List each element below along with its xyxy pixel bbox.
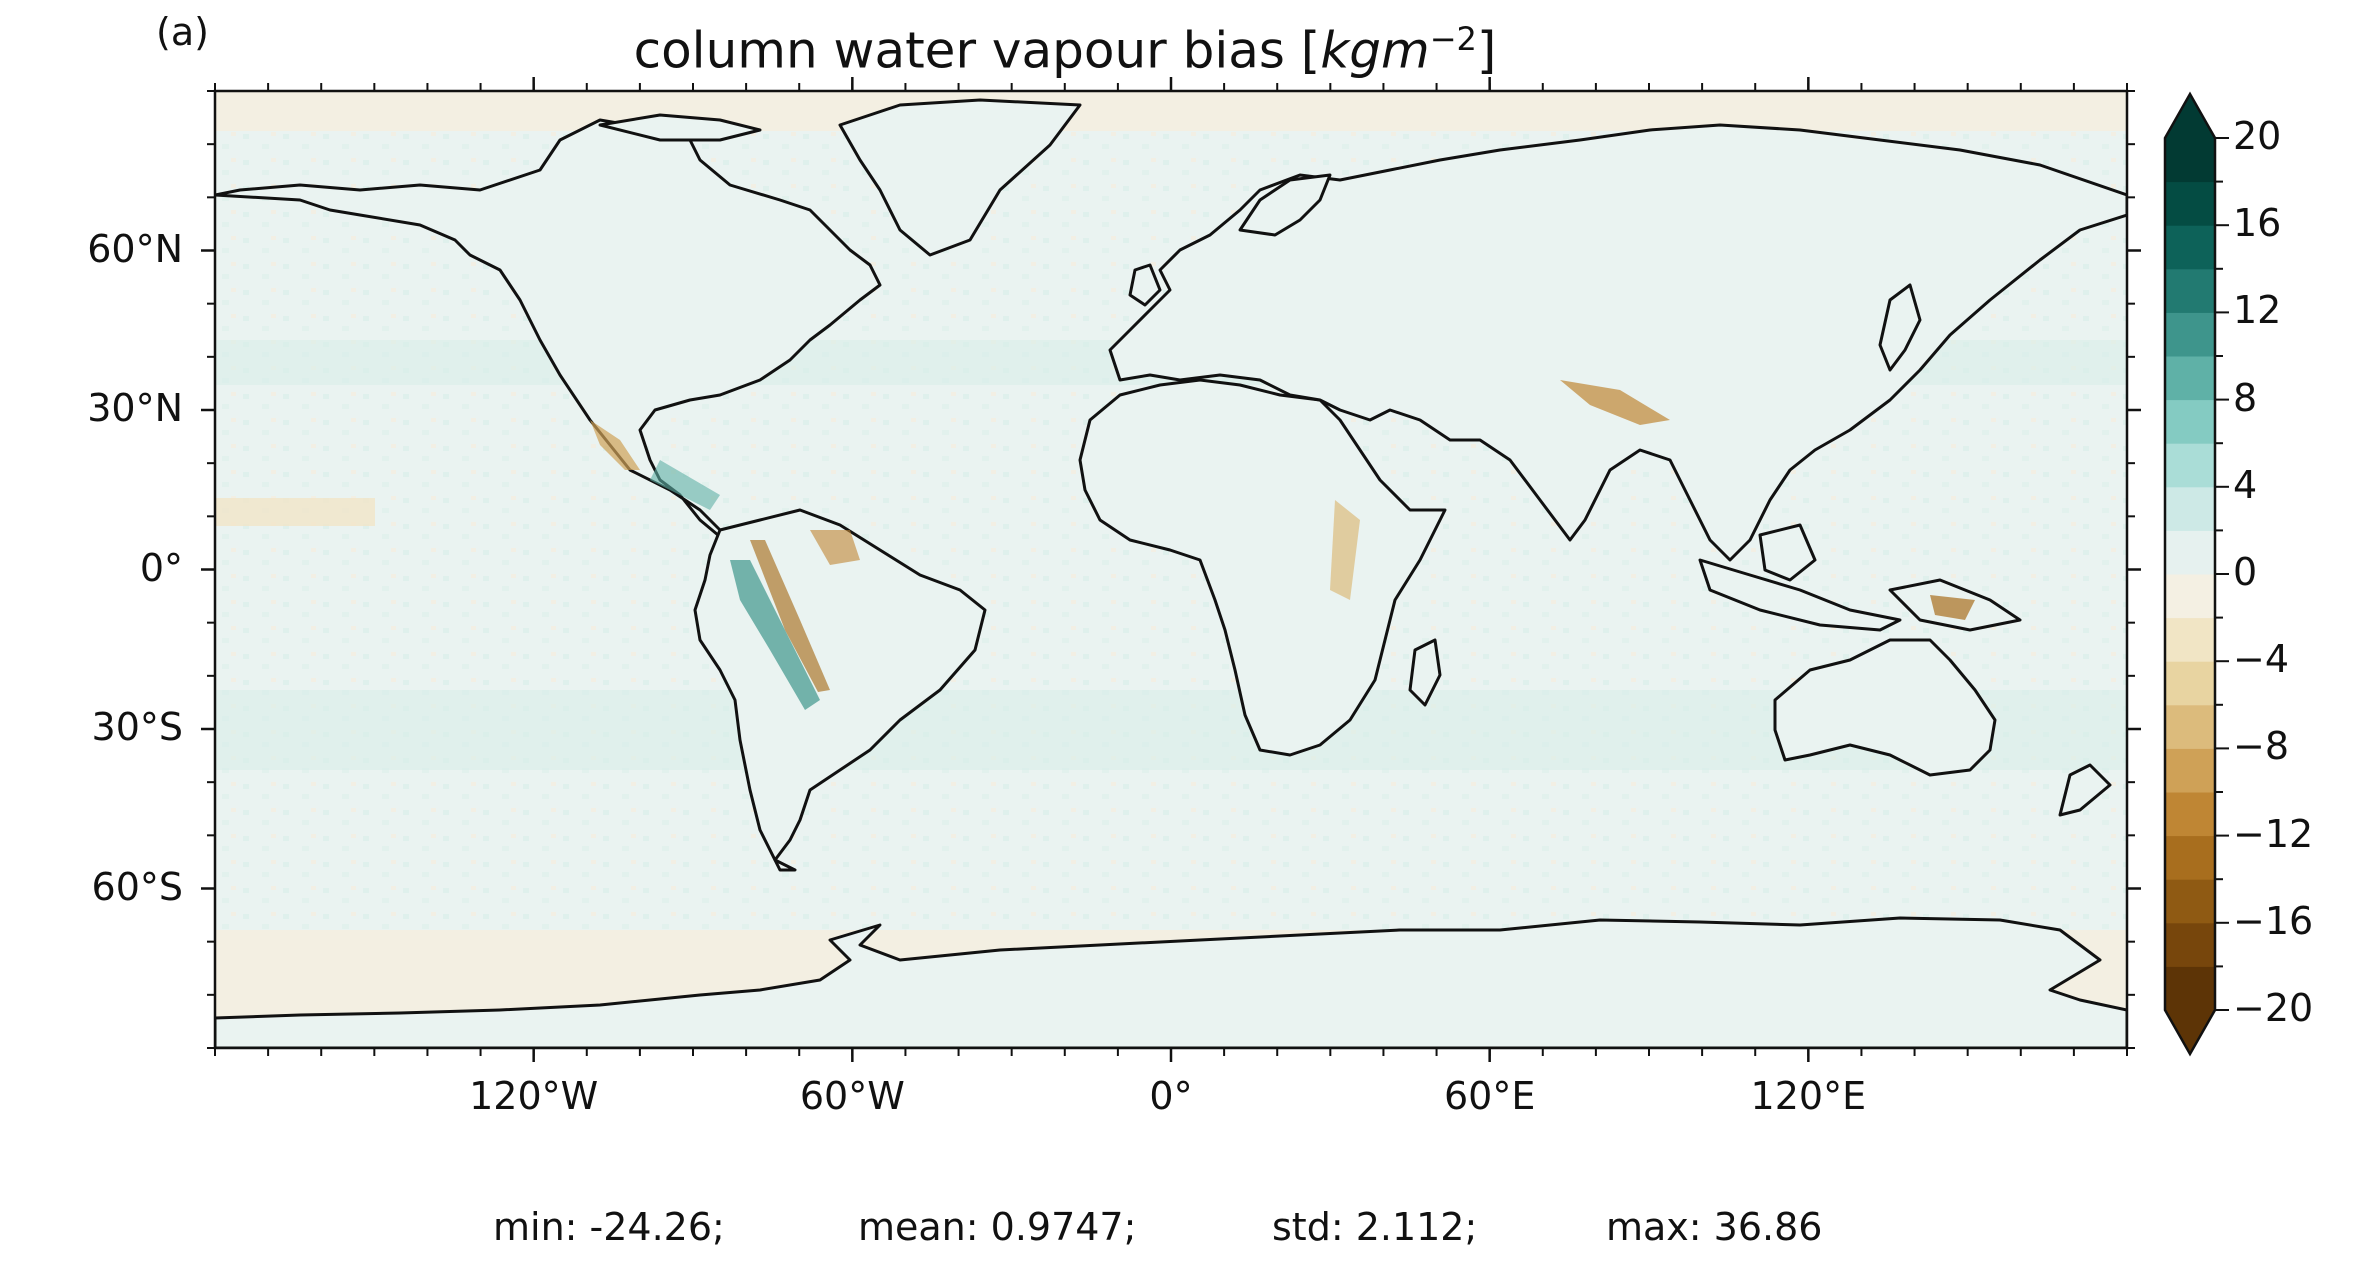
colorbar-segment <box>2165 922 2215 967</box>
colorbar-tick-label: 16 <box>2233 201 2282 246</box>
lat-tick-label: 30°S <box>91 705 183 749</box>
lat-tick-label: 60°S <box>91 864 183 909</box>
colorbar-extend-min <box>2165 1010 2215 1054</box>
colorbar-extend-max <box>2165 94 2215 138</box>
colorbar-segment <box>2165 530 2215 575</box>
colorbar-segment <box>2165 748 2215 793</box>
eurasia <box>1108 123 2127 562</box>
colorbar-segment <box>2165 574 2215 619</box>
colorbar-segment <box>2165 443 2215 488</box>
north-america <box>215 118 882 547</box>
australia <box>1773 638 1997 777</box>
new-zealand <box>2058 763 2112 817</box>
colorbar-segment <box>2165 268 2215 313</box>
canadian-archipelago <box>598 113 762 142</box>
title-text: column water vapour bias [ <box>633 21 1321 80</box>
colorbar-tick-label: 4 <box>2233 462 2258 507</box>
colorbar-segment <box>2165 225 2215 270</box>
colorbar-segment <box>2165 356 2215 401</box>
colorbar-tick-label: −20 <box>2233 986 2314 1030</box>
map-area <box>215 91 2127 1048</box>
east-africa-dry <box>1330 500 1360 600</box>
andes-dry <box>750 540 830 692</box>
lon-tick-label: 60°W <box>799 1074 905 1118</box>
colorbar <box>2163 91 2229 1057</box>
colorbar-segment <box>2165 138 2215 183</box>
new-guinea-dry <box>1930 595 1975 620</box>
lat-tick-label: 60°N <box>87 226 183 271</box>
colorbar-tick-label: −16 <box>2233 898 2314 943</box>
title-unit: kgm <box>1320 21 1430 80</box>
lat-tick-label: 30°N <box>87 386 183 430</box>
arctic-band <box>215 91 2127 131</box>
antarctica <box>215 916 2127 1048</box>
map-title: column water vapour bias [kgm−2] <box>0 20 2130 80</box>
colorbar-segment <box>2165 704 2215 749</box>
borneo <box>1758 523 1817 582</box>
colorbar-tick-label: 12 <box>2233 288 2282 333</box>
colorbar-segment <box>2165 486 2215 531</box>
colorbar-segment <box>2165 399 2215 444</box>
colorbar-segment <box>2165 181 2215 226</box>
himalaya-dry <box>1560 380 1670 425</box>
stat-max: max: 36.86 <box>1606 1205 1823 1249</box>
mexico-dry <box>590 420 640 470</box>
greenland <box>838 98 1082 257</box>
map-ticks <box>201 77 2141 1062</box>
colorbar-tick-label: 0 <box>2233 550 2258 594</box>
panel-label: (a) <box>156 10 209 54</box>
pacific-itcz-band <box>215 498 375 526</box>
lon-tick-label: 0° <box>1149 1074 1193 1118</box>
stat-std: std: 2.112; <box>1272 1205 1478 1249</box>
africa <box>1078 378 1447 757</box>
colorbar-segment <box>2165 617 2215 662</box>
scandinavia <box>1238 173 1332 237</box>
title-close: ] <box>1476 21 1497 80</box>
madagascar <box>1408 638 1442 707</box>
anomaly-patches <box>590 380 1975 710</box>
colorbar-tick-label: −8 <box>2233 724 2290 769</box>
colorbar-segment <box>2165 966 2215 1011</box>
colorbar-tick-label: −12 <box>2233 811 2314 856</box>
amazon-dry <box>810 530 860 565</box>
colorbar-segment <box>2165 312 2215 357</box>
colorbar-tick-label: 8 <box>2233 375 2258 420</box>
indonesia <box>1698 558 1902 632</box>
central-america-moist <box>650 460 720 510</box>
colorbar-segment <box>2165 661 2215 706</box>
lon-tick-label: 120°E <box>1750 1074 1867 1118</box>
japan <box>1878 283 1922 372</box>
lon-tick-label: 120°W <box>469 1074 599 1118</box>
british-isles <box>1128 263 1162 307</box>
stat-min: min: -24.26; <box>493 1205 725 1249</box>
lon-tick-label: 60°E <box>1443 1074 1536 1118</box>
colorbar-segment <box>2165 879 2215 924</box>
colorbar-tick-label: −4 <box>2233 637 2290 682</box>
colorbar-segment <box>2165 835 2215 880</box>
colorbar-tick-label: 20 <box>2233 114 2282 158</box>
lat-tick-label: 0° <box>139 545 183 590</box>
stat-mean: mean: 0.9747; <box>858 1205 1137 1249</box>
andes-moist <box>730 560 820 710</box>
title-unit-exponent: −2 <box>1429 20 1477 58</box>
colorbar-segment <box>2165 792 2215 837</box>
